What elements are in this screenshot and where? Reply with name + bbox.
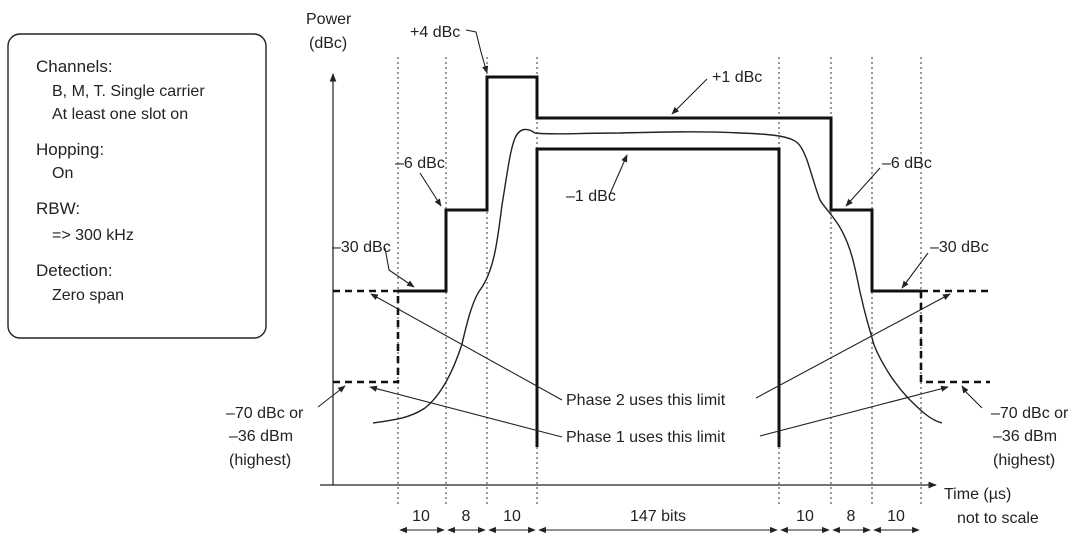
- level-plus1-pointer: [671, 78, 708, 115]
- phase2-pointer-right: [755, 293, 951, 399]
- level-minus70-left-line-1: –70 dBc or: [226, 405, 304, 422]
- level-minus70-left-pointer: [317, 385, 346, 408]
- rbw-value: => 300 kHz: [52, 227, 134, 244]
- axes: Power (dBc) Time (µs) not to scale: [306, 11, 1039, 527]
- phase1-limit-right: [919, 291, 990, 384]
- level-minus6-right-label: –6 dBc: [882, 155, 932, 172]
- level-minus30-left-pointer: [384, 247, 415, 288]
- duration-label: 8: [462, 508, 471, 525]
- phase1-limit-left: [333, 291, 400, 384]
- level-minus70-left-line-3: (highest): [229, 452, 291, 469]
- level-minus1-label: –1 dBc: [566, 188, 616, 205]
- info-box: Channels: B, M, T. Single carrier At lea…: [7, 33, 267, 339]
- burst-power-trace: [372, 128, 943, 424]
- level-minus70-right-line-1: –70 dBc or: [991, 405, 1069, 422]
- level-labels: +4 dBc +1 dBc –1 dBc –6 dBc –6 dBc –30 d…: [226, 24, 1069, 469]
- phase1-pointer-left: [369, 385, 563, 438]
- level-minus1-pointer: [608, 154, 628, 197]
- phase2-annotation: Phase 2 uses this limit: [566, 392, 726, 409]
- duration-label: 10: [503, 508, 521, 525]
- level-plus4-pointer: [465, 29, 489, 74]
- level-minus6-right-pointer: [845, 167, 881, 207]
- phase2-pointer-left: [370, 293, 563, 401]
- x-axis-label-line-2: not to scale: [957, 510, 1039, 527]
- channels-line-2: At least one slot on: [52, 106, 188, 123]
- level-minus30-right-label: –30 dBc: [930, 239, 989, 256]
- channels-title: Channels:: [36, 57, 113, 76]
- level-minus70-right-line-2: –36 dBm: [993, 428, 1057, 445]
- level-plus4-label: +4 dBc: [410, 24, 460, 41]
- level-minus70-right-line-3: (highest): [993, 452, 1055, 469]
- level-minus70-left-line-2: –36 dBm: [229, 428, 293, 445]
- duration-label: 10: [796, 508, 814, 525]
- phase-annotations: Phase 2 uses this limit Phase 1 uses thi…: [369, 293, 951, 446]
- detection-value: Zero span: [52, 287, 124, 304]
- hopping-title: Hopping:: [36, 140, 104, 159]
- x-axis-label-line-1: Time (µs): [944, 486, 1011, 503]
- hopping-value: On: [52, 165, 73, 182]
- channels-line-1: B, M, T. Single carrier: [52, 83, 205, 100]
- level-plus1-label: +1 dBc: [712, 69, 762, 86]
- lower-limit-mask: [535, 147, 781, 447]
- info-box-frame: [7, 33, 267, 339]
- level-minus6-left-label: –6 dBc: [395, 155, 445, 172]
- duration-label: 10: [887, 508, 905, 525]
- duration-label: 8: [847, 508, 856, 525]
- duration-dimensions: 10 8 10 147 bits 10 8 10: [399, 508, 920, 534]
- detection-title: Detection:: [36, 261, 113, 280]
- phase1-pointer-right: [759, 385, 949, 437]
- rbw-title: RBW:: [36, 199, 80, 218]
- duration-label: 10: [412, 508, 430, 525]
- y-axis-label-line-2: (dBc): [309, 35, 347, 52]
- level-minus6-left-pointer: [419, 172, 442, 207]
- level-minus30-right-pointer: [901, 252, 929, 289]
- level-minus30-left-label: –30 dBc: [332, 239, 391, 256]
- upper-limit-mask: [398, 75, 921, 293]
- level-minus70-right-pointer: [961, 385, 983, 409]
- phase1-annotation: Phase 1 uses this limit: [566, 429, 726, 446]
- y-axis-label-line-1: Power: [306, 11, 352, 28]
- duration-label: 147 bits: [630, 508, 686, 525]
